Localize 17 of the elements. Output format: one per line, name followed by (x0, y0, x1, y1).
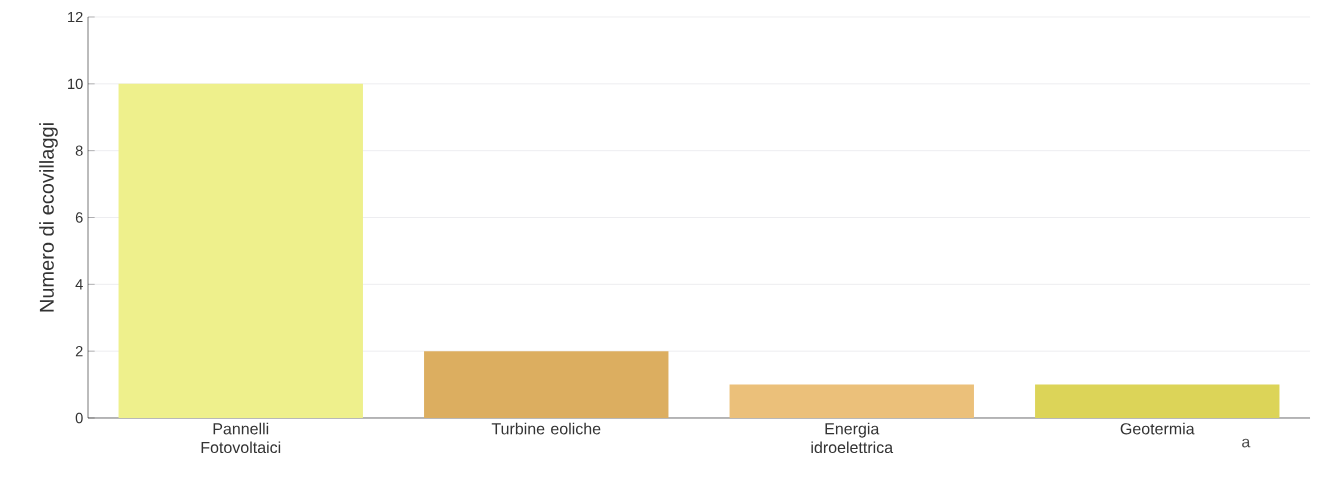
y-axis-title: Numero di ecovillaggi (39, 123, 58, 312)
y-tick-label: 12 (68, 11, 83, 23)
x-tick-label: Geotermia (1120, 422, 1195, 435)
bar (424, 351, 669, 418)
bar (729, 384, 974, 418)
bar (118, 83, 363, 418)
text: a (1242, 438, 1251, 448)
y-tick-label: 4 (75, 279, 83, 290)
y-tick-label: 0 (75, 412, 83, 424)
y-tick-label: 6 (75, 212, 83, 223)
x-tick-label: Energia idroelettrica (811, 422, 894, 454)
x-tick-label: Pannelli Fotovoltaici (201, 422, 281, 454)
y-tick-label: 10 (68, 78, 83, 90)
bar (1035, 384, 1280, 418)
y-tick-label: 2 (75, 346, 83, 357)
x-tick-label: Turbine eoliche (491, 422, 601, 435)
y-tick-label: 8 (75, 145, 83, 156)
